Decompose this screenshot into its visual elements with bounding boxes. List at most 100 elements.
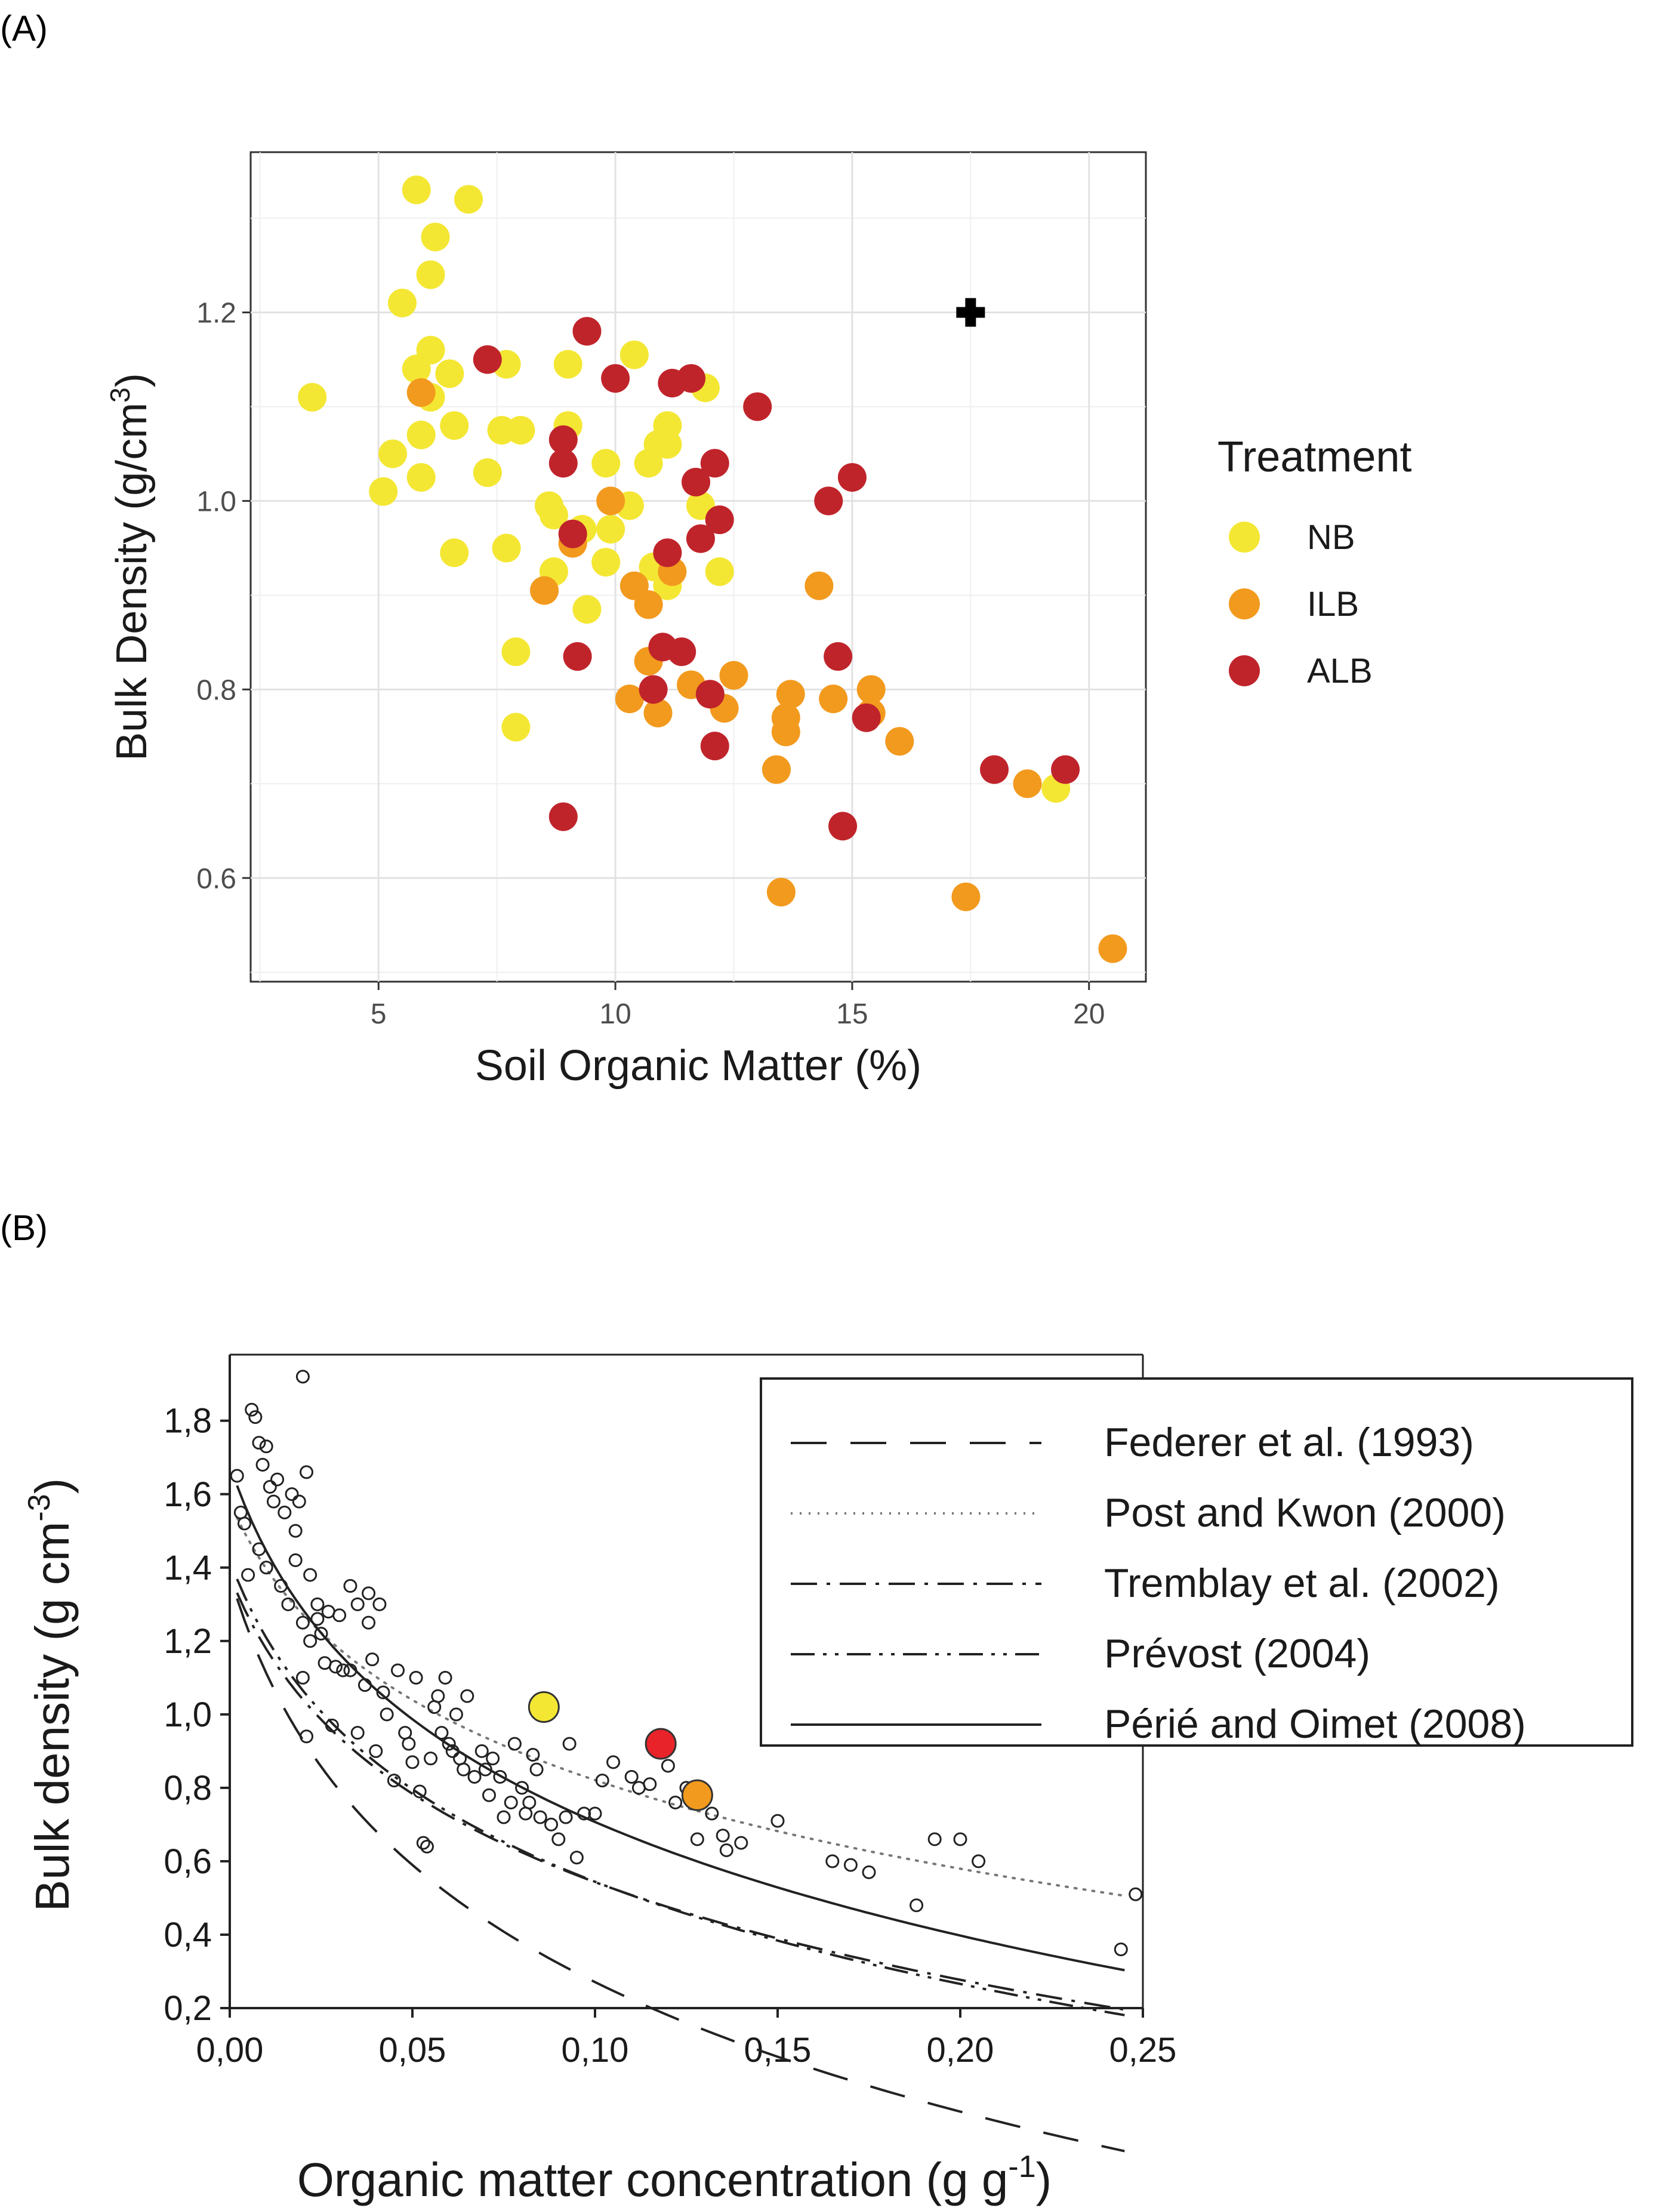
- data-point: [295, 1370, 310, 1384]
- legend-label: Tremblay et al. (2002): [1104, 1561, 1500, 1606]
- data-point-alb: [572, 317, 602, 346]
- chart-b-legend-box: [760, 1377, 1633, 1747]
- data-point: [843, 1858, 858, 1872]
- data-point: [303, 1568, 317, 1582]
- data-point: [482, 1788, 497, 1802]
- data-point: [1114, 1942, 1128, 1957]
- data-point: [314, 1627, 328, 1641]
- data-point-nb: [473, 458, 502, 488]
- data-point: [295, 1615, 310, 1630]
- data-point: [515, 1781, 529, 1795]
- data-point-alb: [828, 812, 858, 841]
- data-point-nb: [653, 411, 682, 440]
- chart-b-y-axis-label-group: Bulk density (g cm-3): [22, 1478, 79, 1911]
- data-point: [387, 1774, 401, 1788]
- data-point-alb: [563, 642, 592, 671]
- data-point: [310, 1612, 325, 1626]
- data-point-nb: [596, 514, 625, 544]
- y-tick-label: 0,4: [164, 1916, 212, 1954]
- data-point-ilb: [776, 680, 805, 709]
- x-tick-label: 0,00: [196, 2031, 264, 2070]
- data-point: [449, 1707, 463, 1722]
- data-point: [343, 1663, 357, 1677]
- x-tick-label: 0,05: [379, 2031, 446, 2070]
- highlight-point-nb: [528, 1691, 560, 1723]
- data-point: [285, 1487, 299, 1501]
- data-point: [533, 1810, 547, 1824]
- data-point: [474, 1744, 489, 1758]
- data-point: [336, 1663, 350, 1677]
- data-point: [544, 1817, 559, 1831]
- data-point: [559, 1810, 573, 1824]
- data-point-nb: [387, 288, 417, 317]
- y-tick-label: 1,4: [164, 1549, 212, 1587]
- data-point-nb: [553, 350, 582, 379]
- data-point: [624, 1769, 639, 1784]
- data-point-ilb: [804, 571, 834, 600]
- data-point-alb: [601, 364, 630, 393]
- data-point: [310, 1597, 325, 1611]
- data-point-alb: [824, 642, 853, 671]
- data-point-ilb: [856, 675, 886, 704]
- data-point: [376, 1685, 390, 1700]
- data-point-nb: [492, 534, 521, 563]
- data-point: [478, 1762, 492, 1777]
- data-point: [380, 1707, 394, 1722]
- data-point: [734, 1836, 748, 1850]
- data-point-nb: [705, 557, 734, 586]
- data-point-ilb: [530, 576, 559, 605]
- data-point: [690, 1832, 704, 1846]
- data-point-ilb: [719, 661, 748, 690]
- data-point-nb: [406, 420, 436, 449]
- y-tick-label: 0,8: [164, 1769, 212, 1808]
- data-point: [486, 1751, 500, 1766]
- legend-label: Prévost (2004): [1104, 1631, 1370, 1676]
- data-point: [668, 1796, 683, 1810]
- legend-swatch-ilb: [1229, 588, 1260, 619]
- data-point: [460, 1689, 474, 1703]
- chart-a-points: [298, 175, 1127, 963]
- data-point-alb: [686, 524, 715, 553]
- data-point: [303, 1634, 317, 1648]
- data-point-alb: [1051, 755, 1080, 784]
- data-point: [507, 1737, 522, 1751]
- reference-cross-marker: [956, 298, 985, 327]
- x-tick-label: 0,20: [927, 2031, 994, 2070]
- chart-b-x-axis-label: Organic matter concentration (g g-1): [297, 2150, 1052, 2206]
- data-point-ilb: [634, 590, 663, 619]
- data-point-nb: [435, 359, 464, 388]
- data-point: [300, 1729, 314, 1744]
- data-point-ilb: [771, 717, 800, 747]
- data-point: [606, 1755, 621, 1769]
- data-point: [716, 1828, 730, 1843]
- y-tick-label: 0.6: [196, 863, 236, 895]
- data-point-alb: [682, 467, 711, 497]
- data-point-nb: [402, 354, 431, 384]
- y-tick-label: 1.2: [196, 298, 236, 329]
- data-point-ilb: [1098, 934, 1127, 963]
- data-point: [259, 1439, 273, 1454]
- data-point: [497, 1810, 511, 1824]
- data-point: [252, 1436, 266, 1450]
- data-point: [409, 1670, 423, 1685]
- data-point-alb: [700, 449, 729, 478]
- data-point-alb: [695, 680, 725, 709]
- data-point: [551, 1832, 566, 1846]
- data-point: [504, 1796, 518, 1810]
- data-point: [770, 1814, 785, 1828]
- data-point: [365, 1652, 380, 1667]
- data-point: [526, 1748, 540, 1762]
- legend-label: Post and Kwon (2000): [1104, 1490, 1506, 1535]
- chart-a: 5 10 15 20 0.6 0.8 1.0 1.2 Soil Organic Matter …: [104, 151, 1411, 1090]
- data-point-nb: [421, 223, 450, 252]
- data-point: [281, 1597, 295, 1611]
- data-point-alb: [653, 538, 682, 568]
- data-point-alb: [743, 392, 772, 421]
- data-point-alb: [667, 637, 696, 667]
- data-point: [705, 1806, 719, 1821]
- data-point: [233, 1506, 248, 1520]
- data-point-nb: [501, 713, 531, 742]
- data-point-nb: [378, 439, 408, 468]
- legend-swatch-nb: [1229, 522, 1260, 553]
